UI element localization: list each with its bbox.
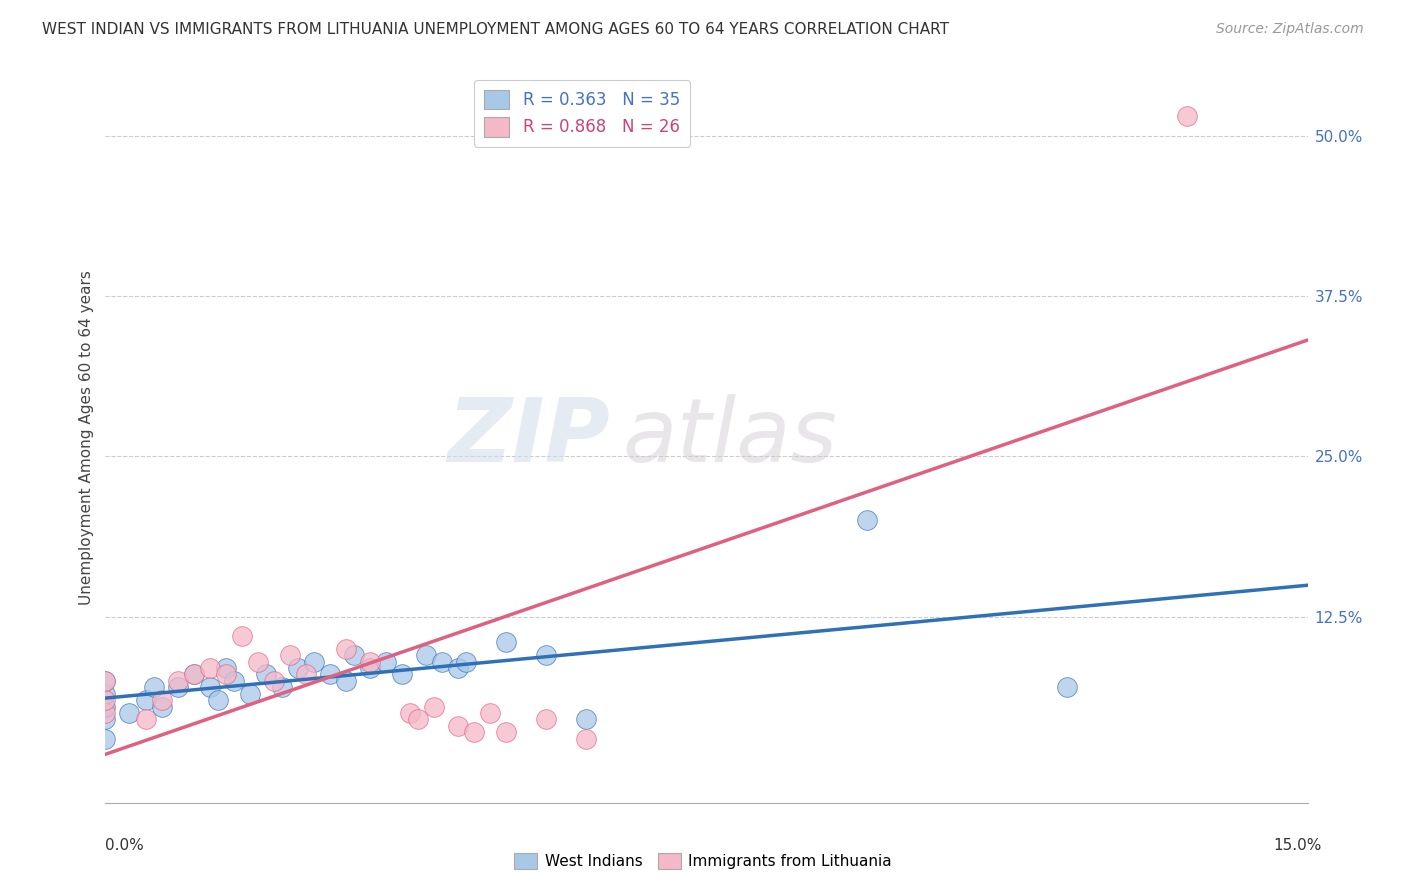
Legend: West Indians, Immigrants from Lithuania: West Indians, Immigrants from Lithuania: [508, 847, 898, 875]
Point: [166, 681, 188, 695]
Point: [495, 725, 517, 739]
Point: [295, 667, 318, 681]
Point: [142, 681, 165, 695]
Point: [246, 655, 269, 669]
Point: [287, 661, 309, 675]
Point: [263, 673, 285, 688]
Point: [94, 687, 117, 701]
Point: [335, 641, 357, 656]
Point: [94, 712, 117, 726]
Point: [278, 648, 301, 663]
Point: [254, 667, 277, 681]
Text: atlas: atlas: [623, 394, 837, 480]
Point: [222, 673, 245, 688]
Point: [198, 661, 221, 675]
Point: [118, 706, 141, 720]
Point: [214, 667, 236, 681]
Point: [302, 655, 325, 669]
Point: [166, 673, 188, 688]
Point: [399, 706, 422, 720]
Point: [343, 648, 366, 663]
Point: [447, 661, 470, 675]
Point: [359, 661, 381, 675]
Point: [1177, 109, 1199, 123]
Point: [94, 731, 117, 746]
Point: [1056, 681, 1078, 695]
Point: [575, 712, 598, 726]
Point: [94, 693, 117, 707]
Point: [335, 673, 357, 688]
Point: [406, 712, 429, 726]
Point: [463, 725, 485, 739]
Point: [479, 706, 502, 720]
Point: [239, 687, 262, 701]
Y-axis label: Unemployment Among Ages 60 to 64 years: Unemployment Among Ages 60 to 64 years: [79, 269, 94, 605]
Point: [183, 667, 205, 681]
Point: [150, 699, 173, 714]
Legend: R = 0.363   N = 35, R = 0.868   N = 26: R = 0.363 N = 35, R = 0.868 N = 26: [474, 79, 690, 146]
Point: [391, 667, 413, 681]
Point: [855, 514, 877, 528]
Point: [231, 629, 253, 643]
Text: ZIP: ZIP: [447, 393, 610, 481]
Point: [183, 667, 205, 681]
Point: [374, 655, 398, 669]
Point: [423, 699, 446, 714]
Point: [536, 648, 558, 663]
Point: [198, 681, 221, 695]
Point: [150, 693, 173, 707]
Point: [214, 661, 236, 675]
Point: [495, 635, 517, 649]
Point: [135, 712, 157, 726]
Text: WEST INDIAN VS IMMIGRANTS FROM LITHUANIA UNEMPLOYMENT AMONG AGES 60 TO 64 YEARS : WEST INDIAN VS IMMIGRANTS FROM LITHUANIA…: [42, 22, 949, 37]
Text: Source: ZipAtlas.com: Source: ZipAtlas.com: [1216, 22, 1364, 37]
Point: [359, 655, 381, 669]
Point: [575, 731, 598, 746]
Point: [135, 693, 157, 707]
Point: [430, 655, 453, 669]
Point: [94, 673, 117, 688]
Point: [94, 699, 117, 714]
Text: 15.0%: 15.0%: [1274, 838, 1322, 854]
Point: [94, 706, 117, 720]
Text: 0.0%: 0.0%: [105, 838, 145, 854]
Point: [447, 719, 470, 733]
Point: [94, 673, 117, 688]
Point: [270, 681, 292, 695]
Point: [207, 693, 229, 707]
Point: [319, 667, 342, 681]
Point: [536, 712, 558, 726]
Point: [415, 648, 437, 663]
Point: [456, 655, 478, 669]
